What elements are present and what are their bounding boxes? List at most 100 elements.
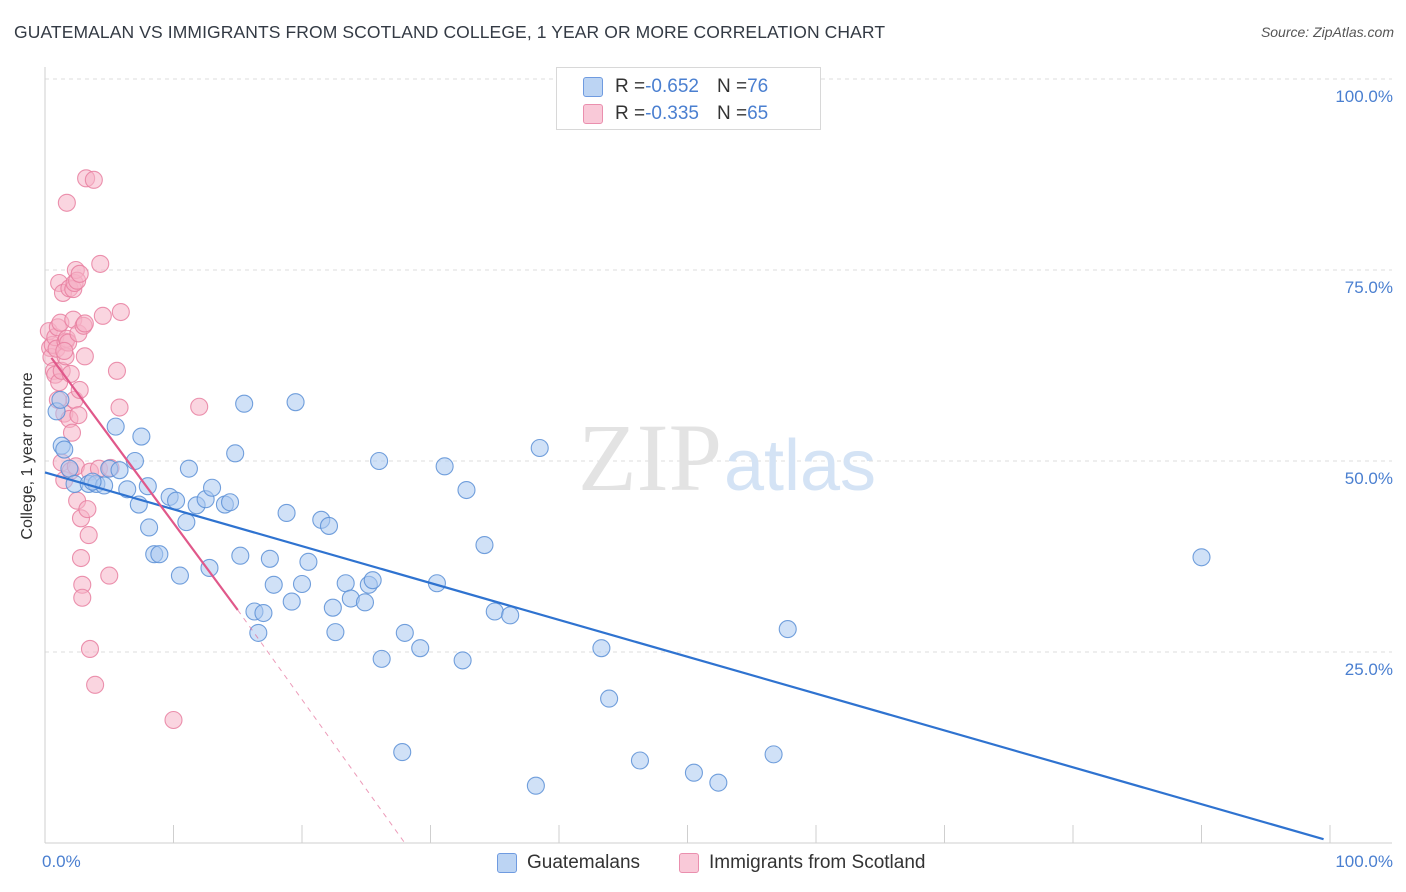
scotland-point — [93, 306, 112, 325]
guatemalan-point — [110, 461, 129, 480]
guatemalans-swatch — [497, 853, 517, 873]
guatemalan-point — [249, 623, 268, 642]
trend-lines — [44, 357, 1324, 844]
scotland-point — [75, 314, 94, 333]
scotland-point — [111, 302, 130, 322]
guatemalan-point — [684, 763, 703, 782]
guatemalan-point — [260, 549, 279, 568]
scotland-trend-line — [50, 357, 239, 611]
guatemalan-point — [501, 606, 520, 625]
scotland-point — [62, 423, 82, 442]
x-tick-label-0: 0.0% — [42, 852, 81, 871]
guatemalan-point — [435, 457, 454, 476]
guatemalan-point — [292, 574, 312, 594]
guatemalan-point — [323, 598, 342, 617]
guatemalan-point — [226, 444, 245, 463]
guatemalan-point — [764, 745, 783, 764]
scotland-point — [84, 170, 103, 189]
guatemalan-point — [370, 451, 389, 471]
guatemalan-point — [530, 438, 549, 458]
series-legend-scotland: Immigrants from Scotland — [679, 852, 925, 874]
guatemalan-point — [282, 592, 301, 611]
grid — [45, 78, 1392, 653]
series-name-scotland: Immigrants from Scotland — [709, 852, 926, 873]
guatemalan-point — [55, 440, 74, 459]
legend-n-label: N = — [716, 76, 748, 97]
guatemalan-point — [336, 574, 355, 593]
guatemalan-point — [203, 478, 222, 497]
guatemalan-point — [132, 427, 151, 446]
legend-n-value: 65 — [747, 103, 769, 124]
guatemalan-point — [150, 545, 169, 564]
guatemalan-point — [372, 649, 391, 668]
scotland-swatch — [679, 853, 699, 873]
scotland-point — [61, 364, 80, 383]
guatemalan-point — [235, 394, 254, 413]
y-tick-label-100: 100.0% — [1335, 87, 1393, 106]
axes — [44, 67, 1392, 844]
guatemalan-point — [220, 493, 240, 512]
scotland-point — [55, 341, 74, 361]
guatemalan-point — [526, 776, 545, 795]
pink-swatch — [583, 104, 603, 124]
scotland-point — [75, 347, 94, 366]
source-label: Source: ZipAtlas.com — [1260, 24, 1394, 40]
blue-swatch — [583, 77, 603, 97]
guatemalan-point — [140, 518, 159, 537]
guatemalan-point — [393, 743, 412, 762]
scotland-point — [69, 406, 88, 425]
scotland-point — [79, 526, 98, 545]
y-tick-label-75: 75.0% — [1344, 278, 1393, 297]
guatemalan-point — [299, 552, 318, 571]
guatemalan-point — [200, 558, 219, 578]
watermark-zip: ZIP — [578, 404, 722, 511]
y-axis-label: College, 1 year or more — [19, 372, 36, 540]
correlation-legend: R = -0.652 N = 76 R = -0.335 N = 65 — [556, 67, 821, 130]
guatemalan-point — [170, 566, 189, 585]
scotland-point — [164, 710, 183, 730]
guatemalan-point — [179, 459, 198, 478]
scotland-trend-extension — [237, 609, 406, 844]
scotland-point — [78, 500, 97, 519]
y-tick-label-50: 50.0% — [1344, 469, 1393, 488]
guatemalan-point — [630, 751, 650, 770]
scotland-point — [73, 588, 92, 607]
guatemalan-point — [355, 593, 375, 612]
guatemalan-point — [286, 393, 305, 412]
guatemalan-point — [177, 513, 196, 532]
scotland-point — [70, 380, 89, 399]
guatemalan-point — [319, 516, 339, 535]
points — [39, 169, 1211, 795]
scotland-point — [71, 548, 91, 568]
guatemalan-point — [363, 571, 382, 590]
legend-r-value: -0.335 — [645, 103, 699, 124]
guatemalan-point — [60, 459, 79, 478]
guatemalan-point — [118, 480, 137, 499]
guatemalan-point — [277, 503, 296, 523]
legend-row-scotland: R = -0.335 N = 65 — [583, 103, 768, 125]
guatemalan-point — [411, 639, 430, 658]
guatemalan-point — [326, 623, 345, 642]
guatemalan-point — [778, 620, 797, 639]
scotland-point — [190, 397, 209, 416]
legend-n-value: 76 — [747, 76, 769, 97]
guatemalan-trend-line — [44, 471, 1324, 841]
series-legend-guatemalans: Guatemalans — [497, 852, 640, 874]
legend-r-label: R = — [615, 76, 646, 97]
legend-r-value: -0.652 — [645, 76, 699, 97]
guatemalan-point — [264, 575, 283, 594]
guatemalan-point — [167, 491, 186, 510]
guatemalan-point — [395, 623, 414, 642]
guatemalan-point — [592, 639, 611, 658]
guatemalan-point — [1192, 548, 1211, 567]
guatemalan-point — [453, 651, 472, 670]
scotland-point — [91, 254, 110, 273]
scotland-point — [70, 264, 89, 283]
guatemalan-point — [475, 535, 494, 555]
scotland-point — [107, 361, 127, 380]
chart-title: GUATEMALAN VS IMMIGRANTS FROM SCOTLAND C… — [14, 22, 886, 42]
guatemalan-point — [254, 603, 273, 623]
guatemalan-point — [600, 689, 619, 708]
guatemalan-point — [457, 480, 476, 500]
